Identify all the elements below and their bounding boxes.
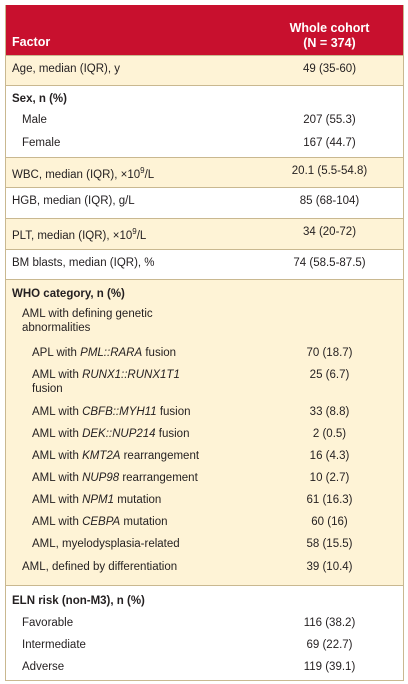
row-value: 20.1 (5.5-54.8) (291, 165, 368, 177)
section-eln: ELN risk (non-M3), n (%) (6, 585, 403, 612)
cohort-header-line2: (N = 374) (303, 36, 356, 50)
row-label: Adverse (22, 661, 65, 673)
table-row-apl: APL with PML::RARA fusion 70 (18.7) (6, 344, 403, 366)
row-label: AML with KMT2A rearrangement (32, 450, 200, 462)
row-label: Age, median (IQR), y (12, 63, 121, 75)
row-label: PLT, median (IQR), ×109/L (12, 227, 147, 242)
row-label: Intermediate (22, 639, 86, 651)
table-row-diff: AML, defined by differentiation 39 (10.4… (6, 557, 403, 585)
row-value: 25 (6.7) (309, 369, 350, 381)
row-label: AML, myelodysplasia-related (32, 538, 180, 550)
section-title-row: WHO category, n (%) (6, 280, 403, 306)
table-row-dek: AML with DEK::NUP214 fusion 2 (0.5) (6, 425, 403, 447)
table-row-cbfb: AML with CBFB::MYH11 fusion 33 (8.8) (6, 402, 403, 425)
row-label: AML with NPM1 mutation (32, 494, 162, 506)
table-row-nup98: AML with NUP98 rearrangement 10 (2.7) (6, 469, 403, 491)
table-row-runx1: AML with RUNX1::RUNX1T1 fusion 25 (6.7) (6, 366, 403, 402)
table-row-mds: AML, myelodysplasia-related 58 (15.5) (6, 535, 403, 557)
table-header: Factor Whole cohort (N = 374) (6, 5, 403, 55)
cohort-header-line1: Whole cohort (289, 21, 370, 35)
row-label: AML with DEK::NUP214 fusion (32, 428, 190, 440)
table-row-female: Female 167 (44.7) (6, 131, 403, 157)
factor-header: Factor (12, 35, 51, 49)
section-who: WHO category, n (%) AML with defining ge… (6, 279, 403, 585)
cohort-table: Factor Whole cohort (N = 374) Age, media… (5, 5, 404, 681)
table-row-adverse: Adverse 119 (39.1) (6, 657, 403, 679)
row-value: 60 (16) (311, 516, 348, 528)
row-label: HGB, median (IQR), g/L (12, 195, 135, 207)
row-value: 70 (18.7) (306, 347, 353, 359)
table-row-blasts: BM blasts, median (IQR), % 74 (58.5-87.5… (6, 249, 403, 279)
table-row-intermediate: Intermediate 69 (22.7) (6, 635, 403, 657)
row-label: AML with CEBPA mutation (32, 516, 168, 528)
row-value: 167 (44.7) (303, 137, 356, 149)
row-label: AML with NUP98 rearrangement (32, 472, 198, 484)
table-row-age: Age, median (IQR), y 49 (35-60) (6, 55, 403, 85)
cohort-header: Whole cohort (N = 374) (256, 21, 403, 55)
row-label: AML, defined by differentiation (22, 561, 178, 573)
row-label: Male (22, 114, 47, 126)
row-value: 16 (4.3) (309, 450, 350, 462)
row-value: 10 (2.7) (309, 472, 350, 484)
table-row-hgb: HGB, median (IQR), g/L 85 (68-104) (6, 187, 403, 218)
table-row-favorable: Favorable 116 (38.2) (6, 612, 403, 635)
table-row-male: Male 207 (55.3) (6, 109, 403, 131)
row-label: AML with RUNX1::RUNX1T1 fusion (32, 369, 180, 395)
section-sex: Sex, n (%) (6, 85, 403, 109)
table-row-kmt2a: AML with KMT2A rearrangement 16 (4.3) (6, 447, 403, 469)
section-title: WHO category, n (%) (12, 288, 125, 300)
table-row-cebpa: AML with CEBPA mutation 60 (16) (6, 513, 403, 535)
table-row-npm1: AML with NPM1 mutation 61 (16.3) (6, 491, 403, 513)
row-value: 2 (0.5) (312, 428, 347, 440)
row-label: AML with CBFB::MYH11 fusion (32, 406, 191, 418)
row-label: WBC, median (IQR), ×109/L (12, 166, 155, 181)
row-value: 74 (58.5-87.5) (293, 257, 366, 269)
row-value: 85 (68-104) (299, 195, 360, 207)
row-label: BM blasts, median (IQR), % (12, 257, 155, 269)
row-value: 207 (55.3) (303, 114, 356, 126)
row-value: 33 (8.8) (309, 406, 350, 418)
table-row-wbc: WBC, median (IQR), ×109/L 20.1 (5.5-54.8… (6, 157, 403, 187)
row-label: Favorable (22, 617, 74, 629)
table-row-plt: PLT, median (IQR), ×109/L 34 (20-72) (6, 218, 403, 249)
row-value: 61 (16.3) (306, 494, 353, 506)
section-title: ELN risk (non-M3), n (%) (12, 595, 145, 607)
row-value: 58 (15.5) (306, 538, 353, 550)
row-value: 116 (38.2) (303, 617, 356, 629)
row-label: Female (22, 137, 61, 149)
row-label: APL with PML::RARA fusion (32, 347, 177, 359)
table-row-defining: AML with defining genetic abnormalities (6, 306, 403, 344)
row-value: 119 (39.1) (303, 661, 356, 673)
row-value: 69 (22.7) (306, 639, 353, 651)
section-title: Sex, n (%) (12, 93, 67, 105)
row-label: AML with defining genetic abnormalities (22, 308, 153, 334)
row-value: 49 (35-60) (302, 63, 357, 75)
row-value: 39 (10.4) (306, 561, 353, 573)
row-value: 34 (20-72) (302, 226, 357, 238)
